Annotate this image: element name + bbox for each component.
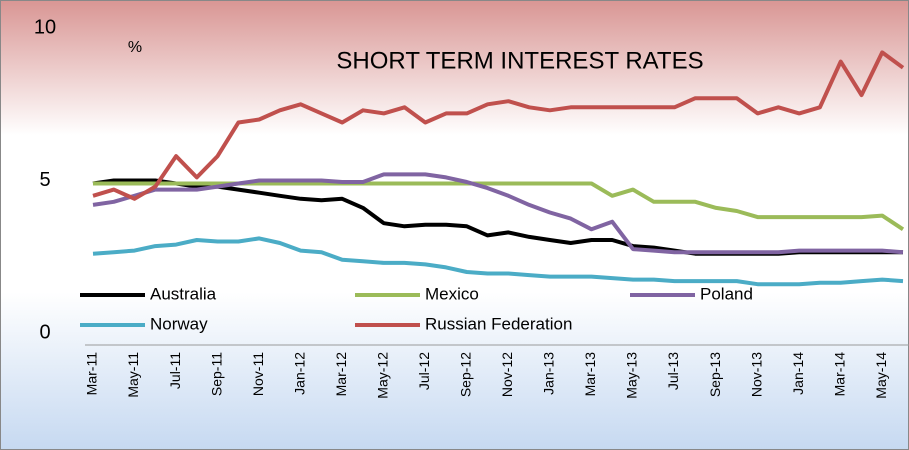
legend-label: Australia (150, 284, 217, 303)
legend-label: Russian Federation (425, 314, 572, 333)
x-tick-label: Jul-11 (167, 352, 183, 389)
x-tick-label: Mar-11 (84, 352, 100, 396)
x-tick-label: Mar-13 (582, 352, 598, 397)
legend-label: Mexico (425, 284, 479, 303)
legend-label: Norway (150, 314, 208, 333)
chart-title: SHORT TERM INTEREST RATES (336, 47, 703, 74)
x-tick-label: Sep-11 (208, 352, 224, 396)
x-tick-label: Jan-12 (291, 352, 307, 395)
x-tick-label: May-12 (374, 352, 390, 399)
x-tick-label: Mar-12 (333, 352, 349, 397)
x-tick-label: Jan-13 (541, 352, 557, 395)
x-tick-label: Nov-11 (250, 352, 266, 396)
x-tick-label: Nov-13 (748, 352, 764, 397)
y-tick-label: 10 (34, 16, 56, 38)
unit-annotation: % (128, 39, 142, 56)
series-line (92, 172, 904, 255)
x-tick-label: Sep-12 (458, 352, 474, 397)
legend-label: Poland (700, 284, 753, 303)
y-tick-label: 5 (39, 169, 50, 191)
x-tick-label: Nov-12 (499, 352, 515, 397)
x-tick-label: May-11 (125, 352, 141, 398)
y-tick-label: 0 (39, 321, 50, 343)
x-tick-label: May-14 (873, 352, 889, 399)
x-tick-label: May-13 (624, 352, 640, 399)
series-line (92, 236, 904, 287)
x-tick-label: Sep-13 (707, 352, 723, 397)
x-tick-label: Jan-14 (790, 352, 806, 395)
x-tick-label: Jul-12 (416, 352, 432, 390)
x-tick-label: Jul-13 (665, 352, 681, 390)
series-line (92, 50, 905, 201)
x-tick-label: Mar-14 (831, 352, 847, 397)
